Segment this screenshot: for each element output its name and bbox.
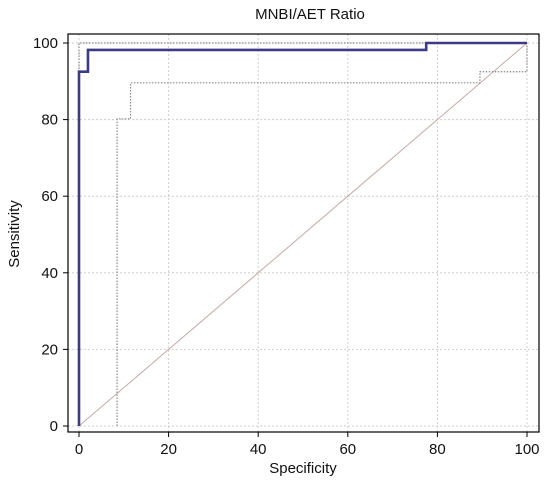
ci-upper-line — [78, 42, 527, 426]
y-tick-label: 40 — [41, 265, 58, 282]
plot-frame — [67, 33, 540, 433]
y-axis-label: Sensitivity — [6, 200, 23, 268]
x-tick-label: 80 — [429, 441, 446, 458]
reference-diagonal-line — [78, 42, 528, 427]
series-group — [77, 41, 528, 427]
x-tick-label: 100 — [514, 441, 539, 458]
y-tick-label: 0 — [50, 418, 58, 435]
y-tick-label: 60 — [41, 188, 58, 205]
axis-ticks: 0 20 40 60 80 100 0 20 40 60 80 100 — [33, 35, 540, 458]
y-tick-label: 80 — [41, 112, 58, 129]
y-tick-label: 20 — [41, 341, 58, 358]
ci-lower-line — [116, 43, 528, 426]
chart-title: MNBI/AET Ratio — [255, 6, 365, 23]
x-tick-label: 0 — [75, 441, 83, 458]
x-tick-label: 60 — [339, 441, 356, 458]
x-tick-label: 40 — [250, 441, 267, 458]
roc-curve-line — [77, 41, 527, 426]
y-tick-label: 100 — [33, 35, 58, 52]
x-axis-label: Specificity — [269, 460, 337, 477]
x-tick-label: 20 — [160, 441, 177, 458]
